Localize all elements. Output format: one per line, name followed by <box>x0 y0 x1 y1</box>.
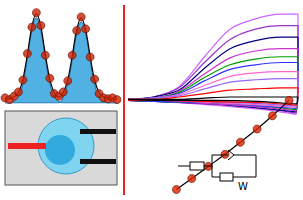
svg-text:W: W <box>238 181 248 192</box>
